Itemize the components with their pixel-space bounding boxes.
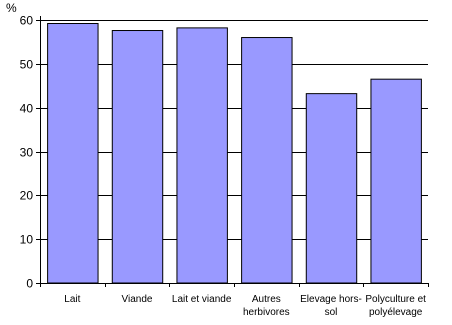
x-category-label-line: Autres — [252, 294, 281, 305]
x-category-label-line: Polyculture et — [365, 294, 426, 305]
bar — [241, 37, 293, 284]
x-category-label: Viande — [122, 294, 153, 305]
bar — [47, 23, 99, 284]
x-category-label: Lait et viande — [172, 294, 232, 305]
x-category-labels: Lait Viande Lait et viande Autres herbivores… — [64, 294, 426, 318]
y-tick-labels: 0 10 20 30 40 50 60 — [20, 14, 34, 291]
bar — [176, 27, 228, 284]
x-category-label-line: sol — [325, 307, 338, 318]
y-tick-label: 60 — [20, 14, 34, 28]
gridlines — [40, 20, 428, 240]
bar — [370, 78, 422, 284]
y-tick-label: 30 — [20, 146, 34, 160]
x-category-label: Elevage hors-sol — [300, 294, 362, 318]
x-category-label-line: Lait — [64, 294, 80, 305]
x-category-label-line: Viande — [122, 294, 153, 305]
x-category-label-line: Lait et viande — [172, 294, 232, 305]
bar — [305, 93, 358, 284]
y-tick-label: 10 — [20, 233, 34, 247]
x-category-label-line: herbivores — [243, 307, 290, 318]
x-category-label: Polyculture et polyélevage — [365, 294, 426, 318]
x-category-label: Autres herbivores — [243, 294, 290, 318]
y-tick-label: 0 — [26, 277, 33, 291]
x-category-label-line: polyélevage — [369, 307, 423, 318]
bars — [47, 23, 422, 284]
y-tick-label: 50 — [20, 58, 34, 72]
y-tick-label: 40 — [20, 102, 34, 116]
bar — [111, 30, 164, 284]
y-axis-unit-label: % — [6, 1, 17, 15]
y-tick-label: 20 — [20, 189, 34, 203]
axes — [36, 16, 429, 287]
x-category-label-line: Elevage hors- — [300, 294, 362, 305]
x-category-label: Lait — [64, 294, 80, 305]
